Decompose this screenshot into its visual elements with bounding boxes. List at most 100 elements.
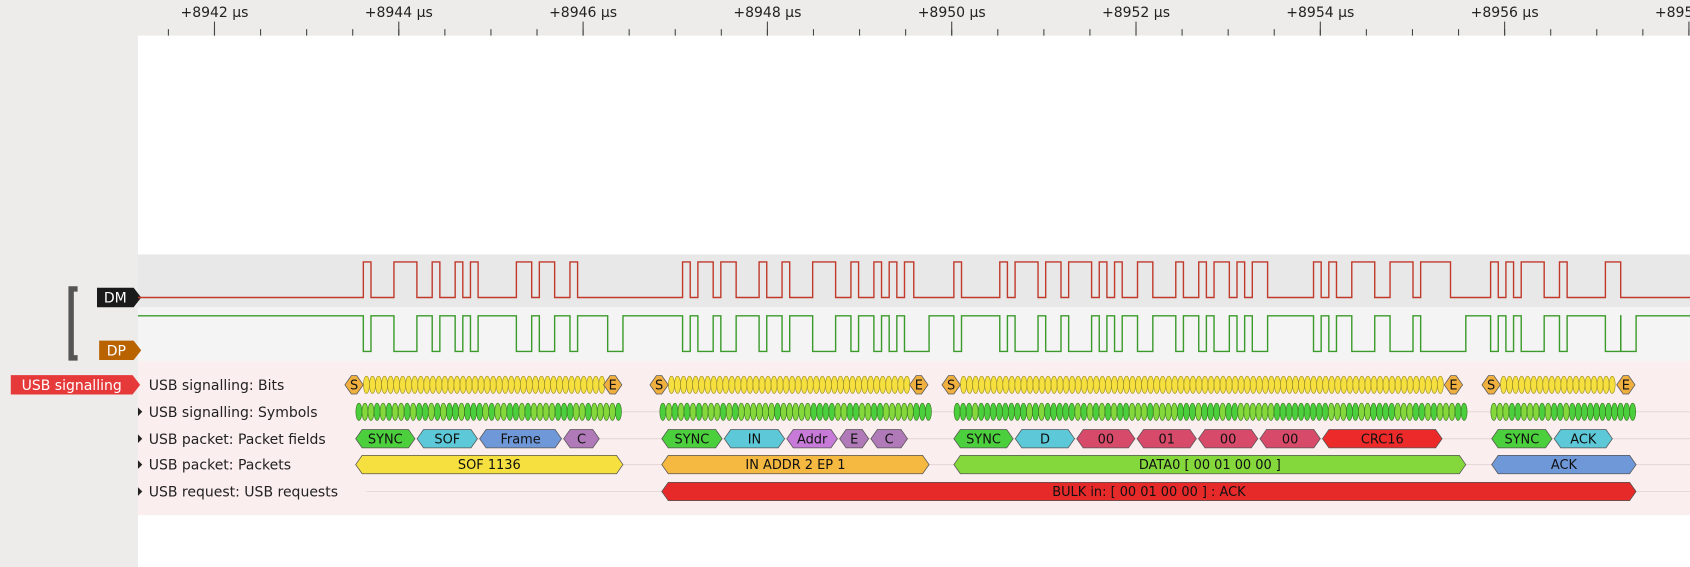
annotation[interactable]	[1198, 429, 1259, 449]
bit	[825, 375, 832, 394]
annotation[interactable]	[479, 429, 562, 449]
symbol	[1430, 402, 1438, 421]
row-expander[interactable]	[137, 460, 143, 469]
bit	[1572, 375, 1580, 394]
dp-badge[interactable]	[99, 340, 142, 361]
bit	[698, 375, 705, 394]
annotation[interactable]	[1491, 455, 1637, 475]
annotation[interactable]	[661, 429, 723, 449]
annotation[interactable]	[416, 429, 478, 449]
bit	[680, 375, 687, 394]
bit	[819, 375, 826, 394]
symbol	[894, 402, 902, 421]
symbol	[1177, 402, 1184, 421]
annotation[interactable]	[723, 429, 786, 449]
symbol	[1128, 402, 1136, 421]
annotation-label: S	[947, 378, 955, 393]
row-expander[interactable]	[137, 487, 143, 496]
bit	[1207, 375, 1215, 394]
bit	[1177, 375, 1185, 394]
symbol	[1340, 402, 1347, 421]
symbol	[1605, 402, 1612, 421]
annotation-label: 00	[1282, 432, 1298, 447]
bit	[1225, 375, 1233, 394]
bit	[369, 375, 376, 394]
bit	[417, 375, 425, 394]
annotation[interactable]	[953, 455, 1467, 475]
symbol	[1219, 402, 1227, 421]
symbol	[1080, 402, 1088, 421]
bit	[411, 375, 419, 394]
annotation[interactable]	[1014, 429, 1076, 449]
bit	[972, 375, 979, 394]
symbol	[1562, 402, 1570, 421]
symbol	[1062, 402, 1070, 421]
bit	[1249, 375, 1257, 394]
annotation[interactable]	[344, 375, 364, 395]
annotation[interactable]	[1491, 429, 1553, 449]
bit	[477, 375, 485, 394]
symbol	[494, 402, 502, 421]
bit	[996, 375, 1004, 394]
annotation[interactable]	[603, 375, 623, 395]
annotation[interactable]	[1481, 375, 1501, 395]
bit	[861, 375, 868, 394]
bit	[1406, 375, 1414, 394]
symbol	[1346, 402, 1353, 421]
symbol	[1617, 402, 1624, 421]
annotation[interactable]	[1322, 429, 1443, 449]
annotation[interactable]	[839, 429, 870, 449]
bit	[1231, 375, 1239, 394]
annotation[interactable]	[786, 429, 838, 449]
symbol	[810, 402, 818, 421]
annotation[interactable]	[909, 375, 929, 395]
symbol	[1140, 402, 1148, 421]
annotation[interactable]	[1259, 429, 1321, 449]
annotation[interactable]	[870, 429, 908, 449]
dm-badge[interactable]	[97, 287, 142, 308]
symbol	[1315, 402, 1323, 421]
annotation[interactable]	[1553, 429, 1613, 449]
annotation-label: C	[577, 432, 586, 447]
symbol	[792, 402, 799, 421]
symbol	[1213, 402, 1220, 421]
symbol	[1629, 402, 1637, 421]
annotation-label: S	[655, 378, 663, 393]
symbol	[983, 402, 991, 421]
bit	[984, 375, 992, 394]
bit	[453, 375, 461, 394]
annotation[interactable]	[1076, 429, 1136, 449]
annotation[interactable]	[563, 429, 600, 449]
bit	[1026, 375, 1034, 394]
symbol	[1165, 402, 1172, 421]
bit	[435, 375, 443, 394]
symbol	[1303, 402, 1311, 421]
annotation[interactable]	[1136, 429, 1197, 449]
symbol	[774, 402, 781, 421]
bit	[586, 375, 594, 394]
annotation[interactable]	[661, 481, 1637, 502]
dm-label: DM	[104, 291, 127, 307]
symbol	[566, 402, 574, 421]
annotation[interactable]	[355, 429, 416, 449]
symbol	[572, 402, 580, 421]
row-expander[interactable]	[137, 434, 143, 444]
annotation[interactable]	[355, 455, 624, 475]
annotation[interactable]	[661, 455, 930, 475]
annotation[interactable]	[941, 375, 961, 395]
annotation[interactable]	[1616, 375, 1636, 395]
symbol	[959, 402, 967, 421]
bit	[1431, 375, 1438, 394]
annotation[interactable]	[953, 429, 1014, 449]
row-expander[interactable]	[137, 407, 143, 417]
bit	[1382, 375, 1390, 394]
decoder-badge[interactable]	[10, 375, 141, 395]
bit	[1183, 375, 1191, 394]
annotation[interactable]	[649, 375, 669, 395]
bit	[1008, 375, 1016, 394]
bit	[746, 375, 754, 394]
bit	[1316, 375, 1324, 394]
bit	[1518, 375, 1525, 394]
annotation[interactable]	[1443, 375, 1464, 395]
bit	[710, 375, 718, 394]
